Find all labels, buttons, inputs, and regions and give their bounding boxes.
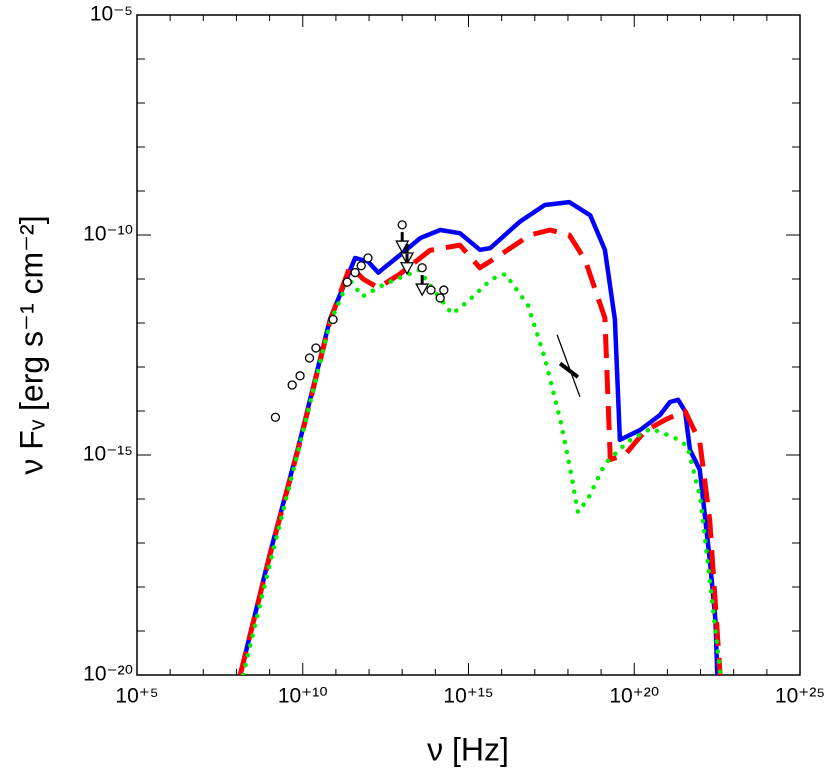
data-point	[435, 293, 445, 303]
data-point	[311, 343, 321, 353]
upper-limit	[415, 283, 430, 297]
x-axis-label: ν [Hz]	[427, 731, 509, 767]
data-point	[328, 314, 338, 325]
y-tick-label: 10⁻¹⁰	[83, 223, 133, 246]
upper-limit	[395, 240, 410, 254]
x-tick-label: 10⁺²⁵	[775, 685, 825, 708]
data-point	[304, 353, 315, 363]
data-point	[397, 220, 407, 230]
data-point	[270, 412, 281, 422]
x-tick-label: 10⁺⁵	[115, 685, 158, 708]
y-tick-label: 10⁻²⁰	[83, 663, 133, 686]
data-point	[342, 277, 352, 287]
y-axis-label: ν Fᵥ [erg s⁻¹ cm⁻²]	[13, 215, 49, 474]
data-point	[439, 285, 449, 295]
sed-curve	[237, 227, 723, 675]
data-point	[356, 261, 366, 271]
data-point	[287, 380, 297, 390]
sed-curve	[240, 267, 723, 675]
data-point	[426, 285, 436, 295]
data-point	[350, 267, 360, 278]
plot-frame	[136, 14, 801, 676]
sed-curve	[238, 199, 720, 675]
data-point	[363, 253, 373, 263]
x-tick-label: 10⁺²⁰	[609, 685, 659, 708]
bowtie	[556, 334, 581, 398]
data-point	[295, 371, 305, 381]
y-tick-label: 10⁻¹⁵	[83, 443, 133, 466]
x-tick-label: 10⁺¹⁰	[278, 685, 328, 708]
upper-limit	[399, 262, 415, 276]
x-tick-label: 10⁺¹⁵	[443, 685, 493, 708]
y-tick-label: 10⁻⁵	[90, 3, 133, 26]
data-point	[417, 263, 427, 273]
bowtie	[558, 361, 580, 379]
